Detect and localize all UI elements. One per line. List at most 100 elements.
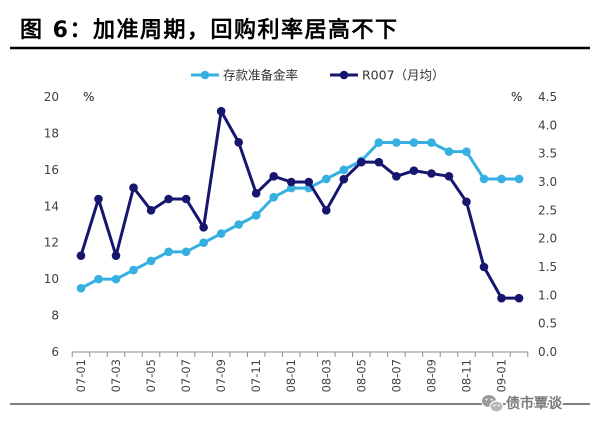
legend-marker-reserve-ratio	[200, 70, 210, 80]
reserve-ratio-series	[76, 138, 524, 293]
r007-point	[427, 169, 436, 178]
reserve-ratio-point	[164, 247, 173, 257]
r007-point	[199, 223, 208, 232]
r007-point	[462, 197, 471, 207]
r007-point	[129, 183, 138, 192]
x-tick-label: 08-07	[389, 359, 403, 392]
y-right-tick-label: 1.5	[538, 260, 557, 274]
x-tick-label: 08-01	[284, 359, 298, 392]
y-right-tick-label: 4.5	[538, 90, 557, 104]
watermark: 债市覃谈	[481, 394, 564, 414]
reserve-ratio-point	[181, 247, 191, 257]
r007-point	[94, 194, 103, 204]
legend-item-reserve-ratio: 存款准备金率	[191, 68, 298, 83]
y-left-tick-label: 6	[51, 345, 59, 359]
x-tick-label: 07-09	[214, 359, 228, 392]
y-right-tick-label: 2.0	[538, 232, 557, 246]
axes: 07-01 07-03 07-05 07-07 07-09 07-11 08-01 08-03…	[44, 90, 557, 392]
y-left-tick-label: 18	[44, 126, 59, 140]
x-tick-label: 07-03	[109, 359, 123, 392]
r007-point	[181, 194, 191, 204]
reserve-ratio-point	[409, 138, 419, 147]
reserve-ratio-point	[146, 256, 156, 266]
x-tick-label: 07-01	[74, 359, 88, 392]
y-right-tick-label: 3.5	[538, 147, 557, 161]
r007-point	[286, 177, 296, 187]
r007-point	[146, 206, 156, 215]
wechat-icon	[481, 394, 504, 413]
legend-label-r007: R007（月均）	[362, 68, 445, 83]
r007-point	[304, 177, 314, 187]
y-right-tick-label: 3.0	[538, 175, 557, 189]
r007-point	[251, 189, 261, 198]
r007-point	[321, 206, 331, 215]
r007-point	[514, 293, 524, 303]
x-tick-label: 07-11	[249, 359, 263, 392]
reserve-ratio-point	[374, 138, 384, 147]
reserve-ratio-point	[339, 165, 349, 175]
legend-label-reserve-ratio: 存款准备金率	[223, 68, 298, 83]
x-tick-label: 07-07	[179, 359, 193, 392]
x-tick-label: 07-05	[144, 359, 158, 392]
y-right-tick-label: 0.0	[538, 345, 557, 359]
y-left-tick-label: 16	[44, 163, 59, 177]
watermark-text: 债市覃谈	[506, 395, 563, 412]
reserve-ratio-point	[216, 229, 226, 238]
reserve-ratio-point	[251, 211, 261, 220]
reserve-ratio-point	[444, 147, 454, 156]
reserve-ratio-point	[111, 274, 121, 284]
r007-point	[374, 157, 384, 167]
legend: 存款准备金率 R007（月均）	[191, 68, 445, 83]
y-left-tick-label: 14	[44, 199, 59, 213]
reserve-ratio-point	[427, 138, 436, 147]
x-tick-label: 08-09	[424, 359, 438, 392]
reserve-ratio-point	[94, 274, 103, 284]
r007-point	[269, 172, 279, 181]
y-left-unit-label: %	[83, 90, 94, 104]
reserve-ratio-point	[479, 174, 489, 184]
r007-point	[164, 194, 173, 204]
legend-item-r007: R007（月均）	[330, 68, 445, 83]
reserve-ratio-point	[462, 147, 471, 156]
r007-point	[111, 251, 121, 260]
r007-point	[497, 293, 506, 303]
reserve-ratio-point	[129, 265, 138, 275]
reserve-ratio-point	[392, 138, 401, 147]
y-left-tick-label: 12	[44, 236, 59, 250]
y-right-tick-label: 2.5	[538, 203, 557, 217]
plot-series	[76, 106, 524, 303]
x-tick-label: 08-03	[319, 359, 333, 392]
x-tick-label: 09-01	[495, 359, 509, 392]
r007-point	[392, 172, 401, 181]
r007-point	[444, 172, 454, 181]
y-right-tick-label: 4.0	[538, 118, 557, 132]
reserve-ratio-point	[269, 192, 279, 202]
reserve-ratio-point	[76, 283, 86, 293]
y-left-tick-label: 20	[44, 90, 59, 104]
reserve-ratio-point	[199, 238, 208, 248]
figure-title: 图 6：加准周期，回购利率居高不下	[20, 17, 398, 43]
r007-point	[357, 157, 366, 167]
y-right-unit-label: %	[511, 90, 522, 104]
r007-point	[216, 106, 226, 116]
r007-point	[409, 166, 419, 175]
reserve-ratio-point	[234, 220, 243, 229]
reserve-ratio-point	[321, 174, 331, 184]
reserve-ratio-point	[514, 174, 524, 184]
reserve-ratio-point	[497, 174, 506, 184]
r007-point	[234, 138, 243, 147]
r007-series	[76, 106, 524, 303]
r007-point	[479, 262, 489, 272]
y-right-tick-label: 0.5	[538, 317, 557, 331]
x-tick-label: 08-05	[354, 359, 368, 392]
x-tick-label: 08-11	[459, 359, 473, 392]
y-left-tick-label: 8	[51, 309, 59, 323]
y-right-tick-label: 1.0	[538, 288, 557, 302]
r007-point	[76, 251, 86, 260]
reserve-ratio-point	[286, 183, 296, 193]
r007-point	[339, 174, 349, 184]
y-left-tick-label: 10	[44, 272, 59, 286]
legend-marker-r007	[339, 70, 349, 80]
